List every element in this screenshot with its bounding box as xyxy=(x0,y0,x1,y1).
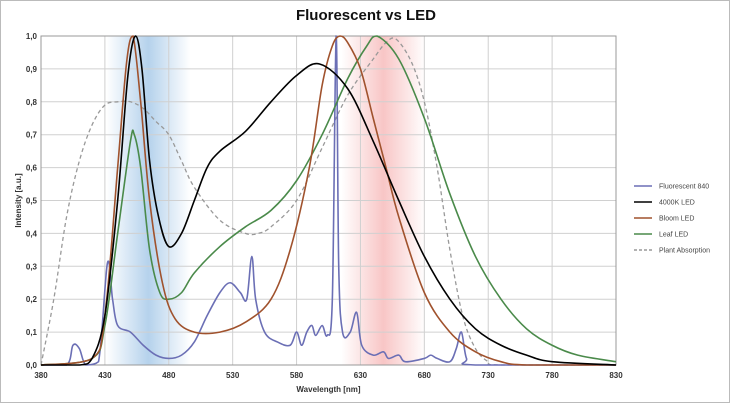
y-tick-label: 0,3 xyxy=(26,262,38,271)
y-tick-label: 0,8 xyxy=(26,98,38,107)
x-tick-label: 480 xyxy=(162,371,176,380)
y-tick-label: 0,2 xyxy=(26,295,38,304)
y-tick-label: 0,4 xyxy=(26,229,38,238)
series-line-4000k-led xyxy=(41,35,617,366)
x-tick-label: 580 xyxy=(290,371,304,380)
x-tick-label: 730 xyxy=(482,371,496,380)
x-tick-label: 680 xyxy=(418,371,432,380)
x-tick-label: 530 xyxy=(226,371,240,380)
x-tick-label: 630 xyxy=(354,371,368,380)
x-tick-label: 380 xyxy=(34,371,48,380)
y-tick-label: 0,5 xyxy=(26,197,38,206)
y-tick-label: 0,7 xyxy=(26,131,38,140)
series-line-leaf-led xyxy=(40,35,617,366)
series-line-bloom-led xyxy=(40,35,617,366)
x-tick-label: 430 xyxy=(98,371,112,380)
y-axis-label: Intensity [a.u.] xyxy=(14,173,23,228)
plot-border xyxy=(40,35,617,366)
y-tick-label: 0,9 xyxy=(26,65,38,74)
series-line-fluorescent-840 xyxy=(41,35,617,366)
legend-label: Bloom LED xyxy=(659,216,694,223)
legend-label: 4000K LED xyxy=(659,200,695,207)
x-tick-label: 830 xyxy=(609,371,623,380)
y-tick-label: 0,0 xyxy=(26,361,38,370)
legend-label: Leaf LED xyxy=(659,232,688,239)
y-tick-label: 0,6 xyxy=(26,164,38,173)
chart-title: Fluorescent vs LED xyxy=(295,7,437,24)
x-tick-label: 780 xyxy=(545,371,559,380)
series-line-plant-absorption xyxy=(40,37,617,366)
legend-label: Plant Absorption xyxy=(659,248,710,255)
y-tick-label: 1,0 xyxy=(26,32,38,41)
x-axis-label: Wavelength [nm] xyxy=(296,385,360,394)
legend-label: Fluorescent 840 xyxy=(659,184,709,191)
y-tick-label: 0,1 xyxy=(26,328,38,337)
